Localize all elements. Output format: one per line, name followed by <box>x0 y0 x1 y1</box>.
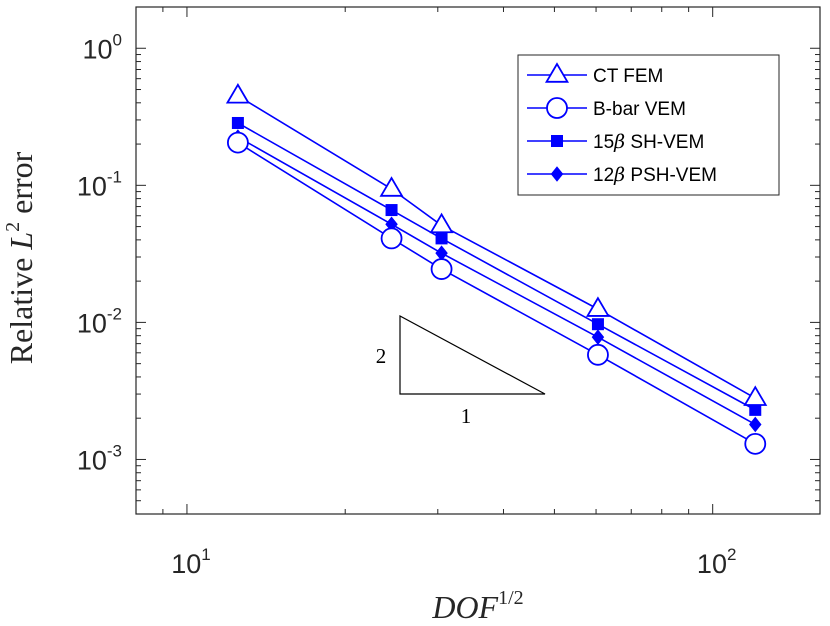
legend-item-square: 15β SH-VEM <box>527 131 704 153</box>
data-point-triangle <box>743 385 768 406</box>
data-point-circle <box>546 97 568 119</box>
series-layer <box>225 83 768 455</box>
series-triangle <box>225 83 768 406</box>
x-tick-label: 102 <box>697 545 737 579</box>
x-tick-label: 101 <box>171 545 211 579</box>
legend-label: B-bar VEM <box>593 99 686 120</box>
axes-frame <box>135 6 821 515</box>
data-point-square <box>385 204 398 217</box>
data-point-triangle <box>585 296 610 317</box>
data-point-circle <box>587 343 609 366</box>
ticks-layer: 101 102 100 10-1 10-2 10-3 <box>77 6 820 579</box>
slope-run-label: 1 <box>461 404 472 428</box>
data-point-diamond <box>435 245 448 261</box>
y-tick-label: 10-3 <box>77 441 122 475</box>
data-point-triangle <box>379 176 404 197</box>
data-point-square <box>591 318 604 331</box>
legend-label: 12β PSH-VEM <box>593 164 717 186</box>
data-point-diamond <box>550 166 564 182</box>
slope-triangle-shape <box>399 314 546 395</box>
legend-label: 15β SH-VEM <box>593 131 704 153</box>
y-tick-label: 10-1 <box>77 167 122 201</box>
plot-border <box>135 6 821 515</box>
data-point-diamond <box>749 416 762 433</box>
legend-label: CT FEM <box>593 66 663 87</box>
series-circle <box>226 131 767 455</box>
legend-item-triangle: CT FEM <box>527 62 663 87</box>
slope-triangle: 2 1 <box>376 314 546 428</box>
x-axis-label: DOF1/2 <box>431 587 523 625</box>
data-point-circle <box>380 227 403 250</box>
data-point-square <box>231 116 244 129</box>
data-point-circle <box>744 432 767 455</box>
data-point-triangle <box>544 62 570 83</box>
y-tick-label: 100 <box>82 30 122 64</box>
y-axis-label: Relative L2 error <box>2 151 39 364</box>
legend: CT FEM B-bar VEM 15β SH-VEM 12β PSH-VEM <box>517 54 780 196</box>
data-point-square <box>551 135 563 147</box>
data-point-triangle <box>429 212 454 234</box>
data-point-square <box>435 232 448 245</box>
data-point-circle <box>430 258 453 280</box>
data-point-square <box>749 403 762 416</box>
slope-rise-label: 2 <box>376 344 387 368</box>
y-tick-label: 10-2 <box>77 304 122 338</box>
data-point-triangle <box>225 83 250 104</box>
data-point-diamond <box>591 329 605 345</box>
legend-item-circle: B-bar VEM <box>527 97 686 120</box>
data-point-circle <box>226 131 249 154</box>
legend-item-diamond: 12β PSH-VEM <box>527 164 717 186</box>
